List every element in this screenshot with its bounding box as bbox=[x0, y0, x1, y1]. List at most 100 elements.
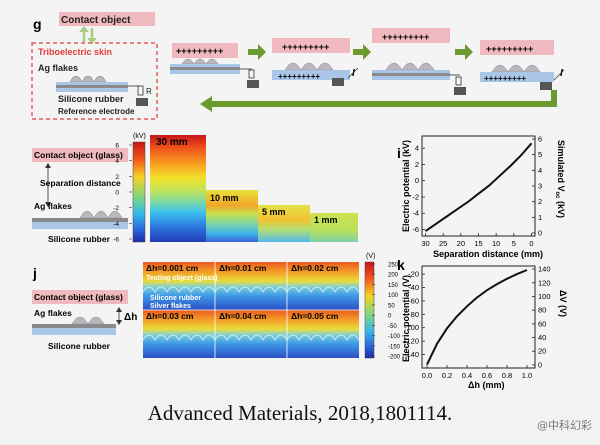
y-tick-label: 0 bbox=[415, 176, 419, 185]
electrode-strip bbox=[56, 85, 128, 88]
sim-tile-10mm bbox=[206, 190, 258, 242]
resistor-label: R bbox=[146, 87, 152, 96]
ag-flakes-label: Ag flakes bbox=[38, 63, 78, 73]
x-tick-label: 15 bbox=[474, 239, 482, 248]
testing-object-label: Testing object (glass) bbox=[146, 275, 217, 282]
colorbar-ticks: 250 200 150 100 50 0 -50 -100 -150 -200 bbox=[372, 263, 401, 361]
ag-flakes-label: Ag flakes bbox=[34, 308, 72, 318]
contact-object-pad bbox=[59, 12, 155, 26]
sim-tile-5mm bbox=[258, 205, 310, 242]
y-tick-label: -80 bbox=[408, 310, 419, 319]
x-tick-label: 5 bbox=[512, 239, 516, 248]
y2-tick-label: 80 bbox=[538, 306, 546, 315]
charge-row: +++++++++ bbox=[176, 46, 223, 56]
sim-label: 30 mm bbox=[156, 137, 188, 148]
silicone-rubber-label: Silicone rubber bbox=[48, 234, 111, 244]
colorbar-tick-label: 100 bbox=[388, 293, 399, 299]
y2-tick-label: 2 bbox=[538, 197, 542, 206]
colorbar-tick-label: -2 bbox=[113, 205, 119, 212]
ground-block-icon bbox=[136, 98, 148, 106]
y-axis-label: Electric potential (V) bbox=[401, 275, 411, 362]
colorbar-tick-label: -200 bbox=[388, 355, 401, 361]
y2-axis-label: Simulated Voc (kV) bbox=[554, 140, 566, 218]
colorbar-tick-label: 2 bbox=[115, 174, 119, 181]
colorbar-unit: (V) bbox=[366, 253, 375, 260]
colorbar-tick-label: 200 bbox=[388, 273, 399, 279]
delta-h-label: Δh bbox=[124, 312, 137, 323]
sim-label: Δh=0.03 cm bbox=[146, 311, 194, 321]
current-label: I bbox=[560, 68, 563, 79]
g-stage-3: +++++++++ bbox=[372, 28, 466, 95]
contact-object-label: Contact object (glass) bbox=[34, 292, 123, 302]
y2-tick-label: 6 bbox=[538, 135, 542, 144]
sim-label: Δh=0.001 cm bbox=[146, 263, 199, 273]
contact-object-label: Contact object (glass) bbox=[34, 150, 123, 160]
y2-tick-label: 5 bbox=[538, 150, 542, 159]
sim-label: Δh=0.01 cm bbox=[219, 263, 267, 273]
x-tick-label: 0.2 bbox=[442, 371, 452, 380]
y2-tick-label: 60 bbox=[538, 319, 546, 328]
sim-label: 5 mm bbox=[262, 207, 286, 217]
y2-tick-label: 0 bbox=[538, 229, 542, 238]
charge-row: +++++++++ bbox=[278, 72, 320, 81]
y-tick-label: -120 bbox=[404, 337, 419, 346]
arrow-right-icon bbox=[455, 44, 473, 60]
colorbar-tick-label: -4 bbox=[113, 221, 119, 228]
y-axis-label: Electric potential (kV) bbox=[401, 140, 411, 232]
panel-i: i Electric potential (kV) Simulated Voc … bbox=[397, 135, 566, 260]
charge-row: +++++++++ bbox=[486, 44, 533, 54]
triboelectric-skin-label: Triboelectric skin bbox=[38, 47, 112, 57]
ag-flakes-label: Ag flakes bbox=[34, 201, 72, 211]
y2-tick-label: 1 bbox=[538, 213, 542, 222]
panel-h: h Contact object (glass) Separation dist… bbox=[32, 133, 358, 244]
y2-tick-label: 100 bbox=[538, 292, 551, 301]
colorbar bbox=[364, 261, 375, 359]
x-axis-label: Δh (mm) bbox=[468, 380, 504, 390]
colorbar-tick-label: -100 bbox=[388, 334, 401, 340]
x-axis-label: Separation distance (mm) bbox=[433, 249, 543, 259]
sim-silicone-label: Silicone rubber bbox=[150, 295, 201, 302]
up-down-arrow-icon bbox=[79, 26, 97, 44]
y2-tick-label: 20 bbox=[538, 347, 546, 356]
silicone-rubber-label: Silicone rubber bbox=[58, 94, 124, 104]
colorbar-tick-label: -50 bbox=[388, 324, 397, 330]
sim-label: Δh=0.04 cm bbox=[219, 311, 267, 321]
y-tick-label: 4 bbox=[415, 144, 419, 153]
panel-j: j Contact object (glass) Ag flakes Δh Si… bbox=[32, 253, 401, 361]
y-tick-label: -6 bbox=[412, 225, 419, 234]
y2-tick-label: 0 bbox=[538, 360, 542, 369]
colorbar bbox=[132, 141, 146, 243]
sim-label: 10 mm bbox=[210, 193, 239, 203]
colorbar-tick-label: 250 bbox=[388, 263, 399, 269]
y2-tick-label: 4 bbox=[538, 166, 542, 175]
x-tick-label: 30 bbox=[421, 239, 429, 248]
current-label: I bbox=[352, 68, 355, 79]
y2-tick-label: 40 bbox=[538, 333, 546, 342]
x-tick-label: 1.0 bbox=[522, 371, 532, 380]
sim-label: Δh=0.02 cm bbox=[291, 263, 339, 273]
x-tick-label: 0 bbox=[529, 239, 533, 248]
sim-tile-1mm bbox=[310, 213, 358, 242]
colorbar-tick-label: -6 bbox=[113, 237, 119, 244]
y-tick-label: -140 bbox=[404, 350, 419, 359]
colorbar-tick-label: 0 bbox=[388, 314, 392, 320]
chart-k: 0.0 0.2 0.4 0.6 0.8 1.0 -20 -40 -60 -80 -100 -120 -1… bbox=[404, 265, 551, 380]
colorbar-tick-label: -150 bbox=[388, 344, 401, 350]
panel-letter: g bbox=[33, 16, 42, 32]
x-tick-label: 25 bbox=[439, 239, 447, 248]
panel-k: k Electric potential (V) ΔV (V) 0.0 0.2 0.… bbox=[397, 257, 568, 390]
g-stage-2: +++++++++ +++++++++ I bbox=[272, 38, 359, 86]
separation-distance-label: Separation distance bbox=[40, 178, 121, 188]
colorbar-tick-label: 150 bbox=[388, 283, 399, 289]
silicone-rubber-label: Silicone rubber bbox=[48, 341, 111, 351]
y-tick-label: -20 bbox=[408, 270, 419, 279]
y2-tick-label: 3 bbox=[538, 182, 542, 191]
colorbar-unit: (kV) bbox=[133, 133, 146, 140]
figure: g Contact object Triboelectric skin Ag f… bbox=[31, 12, 568, 390]
colorbar-ticks: 6 4 2 0 -2 -4 -6 bbox=[113, 143, 132, 244]
panel-letter: k bbox=[397, 257, 405, 273]
series-line bbox=[426, 269, 528, 366]
y2-axis-label: ΔV (V) bbox=[558, 290, 568, 317]
panel-letter: j bbox=[32, 265, 37, 281]
y-tick-label: -60 bbox=[408, 296, 419, 305]
